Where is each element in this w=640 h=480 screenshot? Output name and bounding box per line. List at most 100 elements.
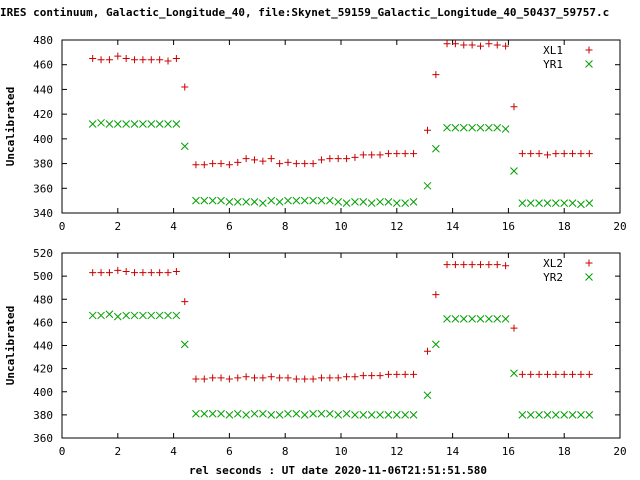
data-point <box>284 409 292 418</box>
data-point <box>392 199 401 207</box>
data-point <box>292 409 301 418</box>
data-point <box>155 120 164 128</box>
panel-2: 0 2 4 6 8 10 12 14 16 18 20 360 380 400 420 440 460 480 50… <box>4 247 627 458</box>
data-point <box>543 151 551 159</box>
data-point <box>376 198 384 206</box>
data-point <box>309 375 317 383</box>
data-point <box>114 266 122 274</box>
y-axis-label: Uncalibrated <box>4 87 17 166</box>
data-point <box>259 157 267 165</box>
data-point <box>401 150 409 158</box>
data-point <box>172 120 181 128</box>
data-point <box>208 196 217 205</box>
x-tick-label: 6 <box>226 220 233 233</box>
x-tick-label: 10 <box>334 220 347 233</box>
data-point <box>468 261 476 269</box>
data-point <box>585 411 594 419</box>
data-point <box>156 56 164 64</box>
data-point <box>97 118 105 127</box>
data-point <box>432 71 440 79</box>
data-point <box>451 40 459 48</box>
y-tick-label: 400 <box>33 386 53 399</box>
data-point <box>200 409 209 418</box>
x-tick-label: 20 <box>613 220 626 233</box>
data-point <box>502 262 510 270</box>
x-tick-label: 8 <box>282 445 289 458</box>
legend-label: YR2 <box>543 271 563 284</box>
data-point <box>485 261 493 269</box>
data-point <box>276 160 284 168</box>
data-point <box>164 311 172 320</box>
plot-frame <box>61 252 621 439</box>
data-point <box>543 199 552 207</box>
data-point <box>368 372 376 380</box>
y-tick-label: 460 <box>33 59 53 72</box>
x-tick-label: 10 <box>334 445 347 458</box>
y-tick-label: 360 <box>33 432 53 445</box>
data-point <box>130 311 139 320</box>
data-point <box>359 151 367 159</box>
data-point <box>459 123 468 132</box>
series-YR1 <box>88 118 594 209</box>
data-point <box>172 311 181 320</box>
data-point <box>200 375 208 383</box>
data-point <box>267 196 276 205</box>
data-point <box>526 199 535 207</box>
data-point <box>267 155 275 163</box>
data-point <box>585 199 594 207</box>
data-point <box>485 315 493 323</box>
data-point <box>476 315 485 323</box>
data-point <box>284 196 292 205</box>
data-point <box>250 198 259 206</box>
y-tick-label: 360 <box>33 182 53 195</box>
data-point <box>122 120 131 128</box>
data-point <box>251 374 259 382</box>
x-tick-label: 12 <box>390 445 403 458</box>
x-axis-label: rel seconds : UT date 2020-11-06T21:51:5… <box>189 464 487 477</box>
data-point <box>180 340 189 349</box>
data-point <box>234 374 242 382</box>
data-point <box>325 409 334 418</box>
x-tick-label: 2 <box>114 445 121 458</box>
data-point <box>510 167 518 175</box>
data-point <box>139 311 147 320</box>
data-point <box>535 199 543 207</box>
data-point <box>568 411 577 419</box>
data-point <box>164 57 172 65</box>
data-point <box>343 373 351 381</box>
y-tick-label: 480 <box>33 34 53 47</box>
data-point <box>510 324 518 332</box>
data-point <box>423 347 431 355</box>
data-point <box>518 370 526 378</box>
data-point <box>477 42 484 50</box>
data-point <box>468 315 476 323</box>
series-XL2 <box>89 261 593 383</box>
data-point <box>376 372 384 380</box>
data-point <box>485 40 493 48</box>
data-point <box>423 181 432 190</box>
data-point <box>502 42 510 50</box>
y-tick-label: 500 <box>33 270 53 283</box>
data-point <box>326 374 334 382</box>
data-point <box>192 196 200 205</box>
data-point <box>242 373 250 381</box>
data-point <box>342 409 351 418</box>
series-XL1 <box>89 40 593 169</box>
data-point <box>217 374 225 382</box>
y-axis-label: Uncalibrated <box>4 306 17 385</box>
data-point <box>164 269 172 277</box>
y-tick-label: 440 <box>33 340 53 353</box>
data-point <box>518 150 526 158</box>
data-point <box>284 374 292 382</box>
data-point <box>147 269 155 277</box>
data-point <box>485 123 493 132</box>
data-point <box>242 155 250 163</box>
data-point <box>376 151 384 159</box>
data-point <box>423 126 431 134</box>
y-tick-label: 460 <box>33 316 53 329</box>
data-point <box>139 269 147 277</box>
data-point <box>410 370 418 378</box>
data-point <box>460 41 468 49</box>
legend-label: XL2 <box>543 257 563 270</box>
data-point <box>114 52 122 60</box>
